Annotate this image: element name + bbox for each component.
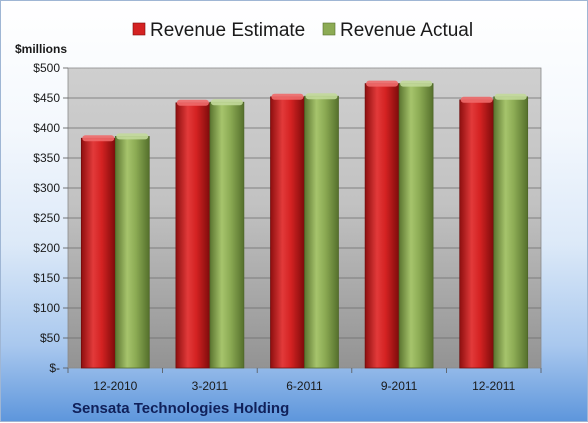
y-tick-label: $300: [33, 181, 60, 195]
bar-actual-12-2010: [114, 136, 150, 369]
bar-estimate-12-2011: [459, 99, 495, 369]
x-tick-label: 9-2011: [381, 379, 418, 393]
bar-actual-9-2011: [398, 83, 434, 369]
legend-label-estimate: Revenue Estimate: [150, 20, 305, 41]
bar-cap-actual-9-2011: [400, 80, 433, 87]
y-tick-label: $150: [33, 271, 60, 285]
y-axis-label: $millions: [15, 42, 67, 56]
company-name: Sensata Technologies Holding: [72, 400, 289, 417]
bar-cap-estimate-12-2010: [82, 135, 115, 142]
y-tick-label: $450: [33, 91, 60, 105]
bar-estimate-9-2011: [364, 83, 400, 369]
y-tick-label: $100: [33, 301, 60, 315]
x-tick-label: 12-2010: [93, 379, 137, 393]
bars: [80, 80, 529, 369]
bar-cap-estimate-12-2011: [460, 96, 493, 103]
x-tick-label: 12-2011: [472, 379, 515, 393]
bar-estimate-12-2010: [80, 137, 116, 369]
bar-cap-estimate-6-2011: [271, 93, 304, 100]
bar-cap-actual-12-2011: [494, 93, 527, 100]
x-tick-label: 6-2011: [286, 379, 323, 393]
y-tick-label: $200: [33, 241, 60, 255]
bar-cap-actual-6-2011: [305, 93, 338, 100]
y-tick-label: $250: [33, 211, 60, 225]
bar-estimate-3-2011: [175, 102, 211, 369]
y-tick-label: $500: [33, 61, 60, 75]
legend-label-actual: Revenue Actual: [340, 20, 473, 41]
bar-actual-3-2011: [209, 101, 245, 369]
x-axis: 12-2010 3-2011 6-2011 9-2011 12-2011: [67, 368, 542, 393]
y-tick-label: $-: [49, 361, 60, 375]
bar-cap-estimate-9-2011: [366, 80, 399, 87]
x-tick-label: 3-2011: [192, 379, 229, 393]
bar-cap-actual-3-2011: [210, 99, 243, 106]
bar-cap-actual-12-2010: [116, 133, 149, 140]
bar-actual-12-2011: [493, 96, 529, 369]
y-axis: $- $50 $100 $150 $200 $250 $300 $350 $400 $450 $50…: [33, 61, 68, 375]
bar-actual-6-2011: [304, 95, 339, 369]
legend-swatch-estimate: [132, 22, 146, 36]
y-tick-label: $400: [33, 121, 60, 135]
bar-cap-estimate-3-2011: [176, 99, 209, 106]
bar-estimate-6-2011: [270, 96, 305, 369]
y-tick-label: $350: [33, 151, 60, 165]
y-tick-label: $50: [40, 331, 60, 345]
legend: Revenue Estimate Revenue Actual: [132, 20, 473, 41]
legend-swatch-actual: [322, 22, 336, 36]
